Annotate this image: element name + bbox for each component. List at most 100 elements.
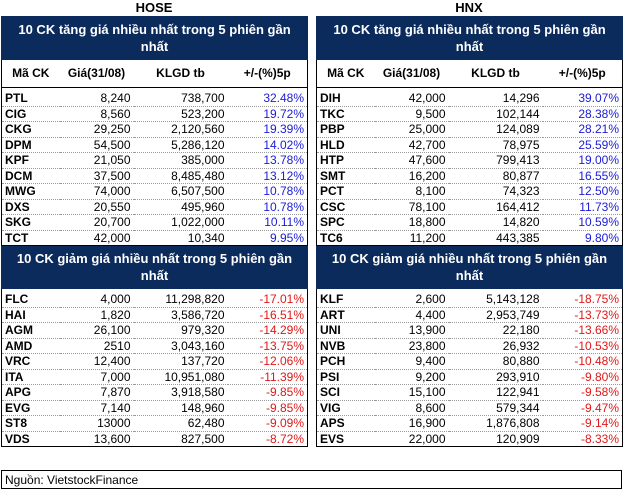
gainer-price: 16,200 xyxy=(374,168,449,184)
gainer-volume: 6,507,500 xyxy=(133,183,228,200)
loser-volume: 293,910 xyxy=(448,369,543,385)
gainer-row: SPC 18,800 14,820 10.59% xyxy=(316,214,623,231)
gainer-row: CKG 29,250 2,120,560 19.39% xyxy=(1,121,308,138)
loser-ticker: VDS xyxy=(1,431,60,447)
loser-volume: 5,143,128 xyxy=(448,292,543,308)
loser-row: FLC 4,000 11,298,820 -17.01% xyxy=(1,292,308,308)
gainer-row: MWG 74,000 6,507,500 10.78% xyxy=(1,183,308,200)
gainer-ticker: PBP xyxy=(316,121,375,138)
gainer-ticker: DXS xyxy=(1,199,60,215)
gainer-ticker: HTP xyxy=(316,152,375,169)
loser-row: UNI 13,900 22,180 -13.66% xyxy=(316,322,623,339)
loser-price: 13,600 xyxy=(59,431,134,447)
loser-row: VRC 12,400 137,720 -12.06% xyxy=(1,353,308,370)
loser-price: 2,600 xyxy=(374,292,449,308)
hnx-column-header-row: Mã CK Giá(31/08) KLGD tb +/-(%)5p xyxy=(316,59,623,88)
gainer-volume: 799,413 xyxy=(448,152,543,169)
gainer-change: 16.55% xyxy=(542,168,623,184)
gainer-volume: 385,000 xyxy=(133,152,228,169)
gainer-price: 8,100 xyxy=(374,183,449,200)
loser-change: -9.58% xyxy=(542,384,623,401)
gainer-change: 9.80% xyxy=(542,230,623,246)
loser-ticker: VRC xyxy=(1,353,60,370)
gainer-ticker: SKG xyxy=(1,214,60,231)
gainer-ticker: TC6 xyxy=(316,230,375,246)
loser-change: -13.73% xyxy=(542,307,623,323)
gainer-row: KPF 21,050 385,000 13.78% xyxy=(1,152,308,169)
loser-volume: 2,953,749 xyxy=(448,307,543,323)
loser-change: -8.33% xyxy=(542,431,623,447)
loser-price: 4,400 xyxy=(374,307,449,323)
gainer-row: DIH 42,000 14,296 39.07% xyxy=(316,91,623,107)
loser-price: 8,600 xyxy=(374,400,449,416)
loser-ticker: VIG xyxy=(316,400,375,416)
gainer-row: DPM 54,500 5,286,120 14.02% xyxy=(1,137,308,153)
gainer-price: 54,500 xyxy=(59,137,134,153)
column-header: KLGD tb xyxy=(133,59,228,88)
column-header: Giá(31/08) xyxy=(374,59,449,88)
column-header: KLGD tb xyxy=(448,59,543,88)
gainer-row: PTL 8,240 738,700 32.48% xyxy=(1,91,308,107)
gainer-price: 18,800 xyxy=(374,214,449,231)
loser-row: NVB 23,800 26,932 -10.53% xyxy=(316,338,623,354)
hose-loss-header: 10 CK giảm giá nhiều nhất trong 5 phiên … xyxy=(0,245,309,289)
gainer-price: 42,000 xyxy=(59,230,134,246)
gainer-ticker: CKG xyxy=(1,121,60,138)
loser-row: ST8 13000 62,480 -9.09% xyxy=(1,415,308,432)
hose-table: 10 CK tăng giá nhiều nhất trong 5 phiên … xyxy=(0,16,309,447)
gainer-row: CIG 8,560 523,200 19.72% xyxy=(1,106,308,122)
loser-row: AMD 2510 3,043,160 -13.75% xyxy=(1,338,308,354)
gainer-row: TC6 11,200 443,385 9.80% xyxy=(316,230,623,246)
gainer-row: SMT 16,200 80,877 16.55% xyxy=(316,168,623,184)
loser-volume: 137,720 xyxy=(133,353,228,370)
loser-change: -9.47% xyxy=(542,400,623,416)
gainer-row: DXS 20,550 495,960 10.78% xyxy=(1,199,308,215)
loser-ticker: HAI xyxy=(1,307,60,323)
gainer-change: 9.95% xyxy=(227,230,308,246)
gainer-change: 32.48% xyxy=(227,91,308,107)
gainer-ticker: SMT xyxy=(316,168,375,184)
gainer-ticker: HLD xyxy=(316,137,375,153)
gainer-change: 10.59% xyxy=(542,214,623,231)
loser-ticker: EVG xyxy=(1,400,60,416)
gainer-change: 19.00% xyxy=(542,152,623,169)
hose-panel: HOSE 10 CK tăng giá nhiều nhất trong 5 p… xyxy=(0,0,309,447)
gainer-row: TCT 42,000 10,340 9.95% xyxy=(1,230,308,246)
loser-change: -9.80% xyxy=(542,369,623,385)
loser-ticker: PSI xyxy=(316,369,375,385)
loser-change: -11.39% xyxy=(227,369,308,385)
loser-change: -9.85% xyxy=(227,384,308,401)
gainer-change: 10.78% xyxy=(227,183,308,200)
loser-price: 7,870 xyxy=(59,384,134,401)
loser-change: -17.01% xyxy=(227,292,308,308)
column-header: Giá(31/08) xyxy=(59,59,134,88)
gainer-price: 47,600 xyxy=(374,152,449,169)
loser-row: APS 16,900 1,876,808 -9.14% xyxy=(316,415,623,432)
gainer-volume: 164,412 xyxy=(448,199,543,215)
loser-change: -14.29% xyxy=(227,322,308,339)
gainer-volume: 124,089 xyxy=(448,121,543,138)
gainer-price: 8,240 xyxy=(59,91,134,107)
source-note: Nguồn: VietstockFinance xyxy=(1,470,622,489)
loser-row: VDS 13,600 827,500 -8.72% xyxy=(1,431,308,447)
gainer-price: 21,050 xyxy=(59,152,134,169)
gainer-price: 74,000 xyxy=(59,183,134,200)
gainer-change: 28.21% xyxy=(542,121,623,138)
loser-price: 23,800 xyxy=(374,338,449,354)
loser-row: ITA 7,000 10,951,080 -11.39% xyxy=(1,369,308,385)
gainer-volume: 443,385 xyxy=(448,230,543,246)
gainer-volume: 1,022,000 xyxy=(133,214,228,231)
loser-volume: 26,932 xyxy=(448,338,543,354)
column-header: +/-(%)5p xyxy=(542,59,623,88)
loser-change: -10.48% xyxy=(542,353,623,370)
gainer-volume: 74,323 xyxy=(448,183,543,200)
loser-volume: 80,880 xyxy=(448,353,543,370)
loser-row: KLF 2,600 5,143,128 -18.75% xyxy=(316,292,623,308)
gainer-volume: 102,144 xyxy=(448,106,543,122)
loser-ticker: SCI xyxy=(316,384,375,401)
loser-price: 1,820 xyxy=(59,307,134,323)
loser-volume: 11,298,820 xyxy=(133,292,228,308)
gainer-volume: 5,286,120 xyxy=(133,137,228,153)
gainer-volume: 78,975 xyxy=(448,137,543,153)
gainer-price: 42,000 xyxy=(374,91,449,107)
